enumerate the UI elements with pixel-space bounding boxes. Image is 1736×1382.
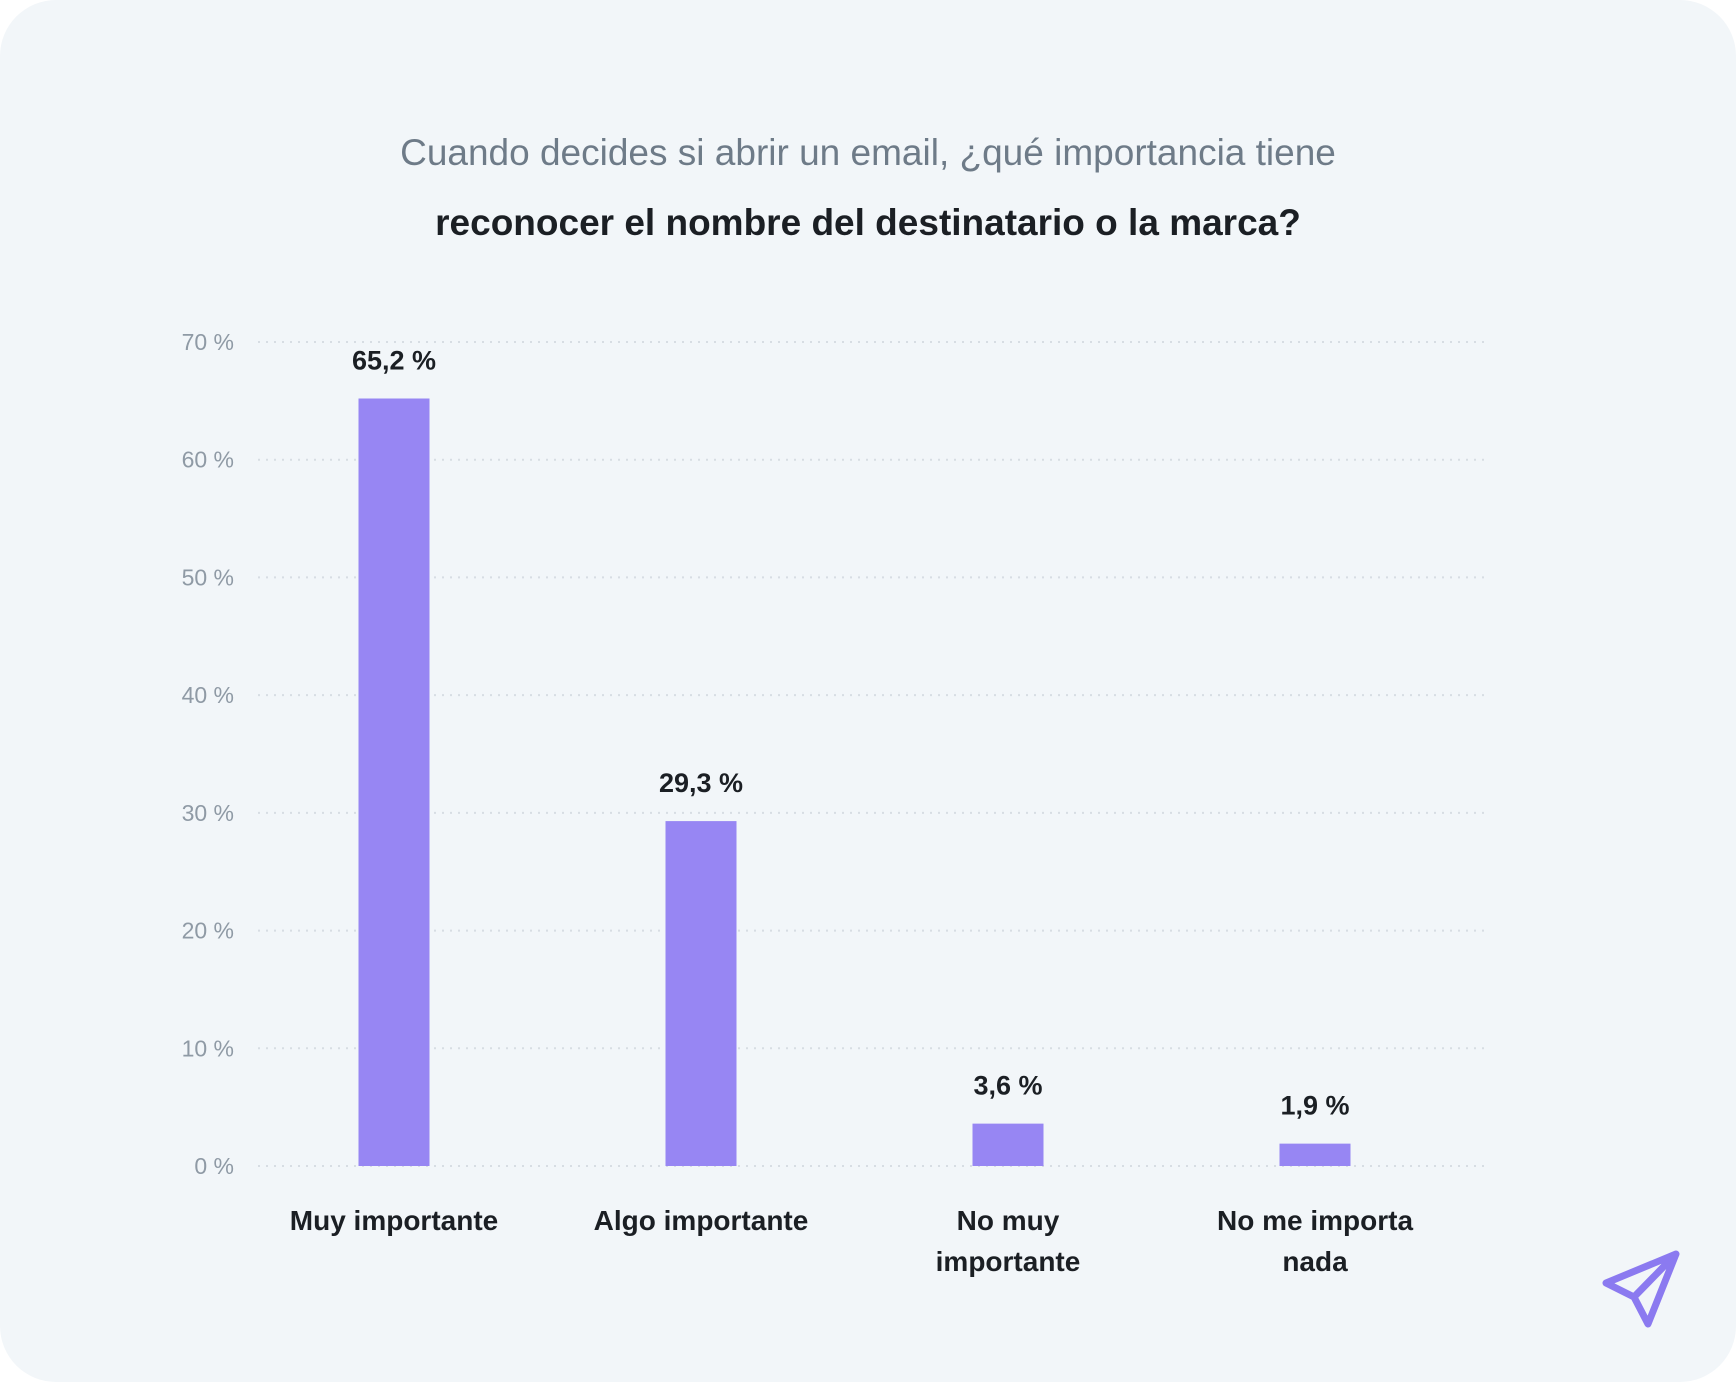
value-label: 1,9 % — [1280, 1091, 1349, 1121]
y-tick-label: 30 % — [182, 800, 234, 826]
y-tick-label: 40 % — [182, 682, 234, 708]
category-label: No muy — [957, 1205, 1060, 1236]
paper-plane-icon — [1602, 1250, 1680, 1328]
bar-1 — [358, 398, 430, 1166]
category-label: No me importa — [1217, 1205, 1413, 1236]
y-tick-label: 50 % — [182, 564, 234, 590]
category-label: importante — [936, 1246, 1081, 1277]
y-tick-label: 60 % — [182, 447, 234, 473]
category-label: nada — [1282, 1246, 1348, 1277]
chart-question-line-1: Cuando decides si abrir un email, ¿qué i… — [400, 132, 1336, 173]
y-tick-label: 10 % — [182, 1035, 234, 1061]
y-tick-label: 70 % — [182, 329, 234, 355]
value-label: 65,2 % — [352, 346, 436, 376]
value-label: 3,6 % — [973, 1071, 1042, 1101]
y-tick-label: 0 % — [194, 1153, 234, 1179]
bar-2 — [665, 821, 737, 1166]
category-label: Algo importante — [594, 1205, 809, 1236]
category-label: Muy importante — [290, 1205, 498, 1236]
bar-3 — [972, 1123, 1044, 1166]
chart-question-line-2: reconocer el nombre del destinatario o l… — [435, 202, 1301, 243]
bar-4 — [1279, 1143, 1351, 1166]
value-label: 29,3 % — [659, 768, 743, 798]
y-tick-label: 20 % — [182, 918, 234, 944]
